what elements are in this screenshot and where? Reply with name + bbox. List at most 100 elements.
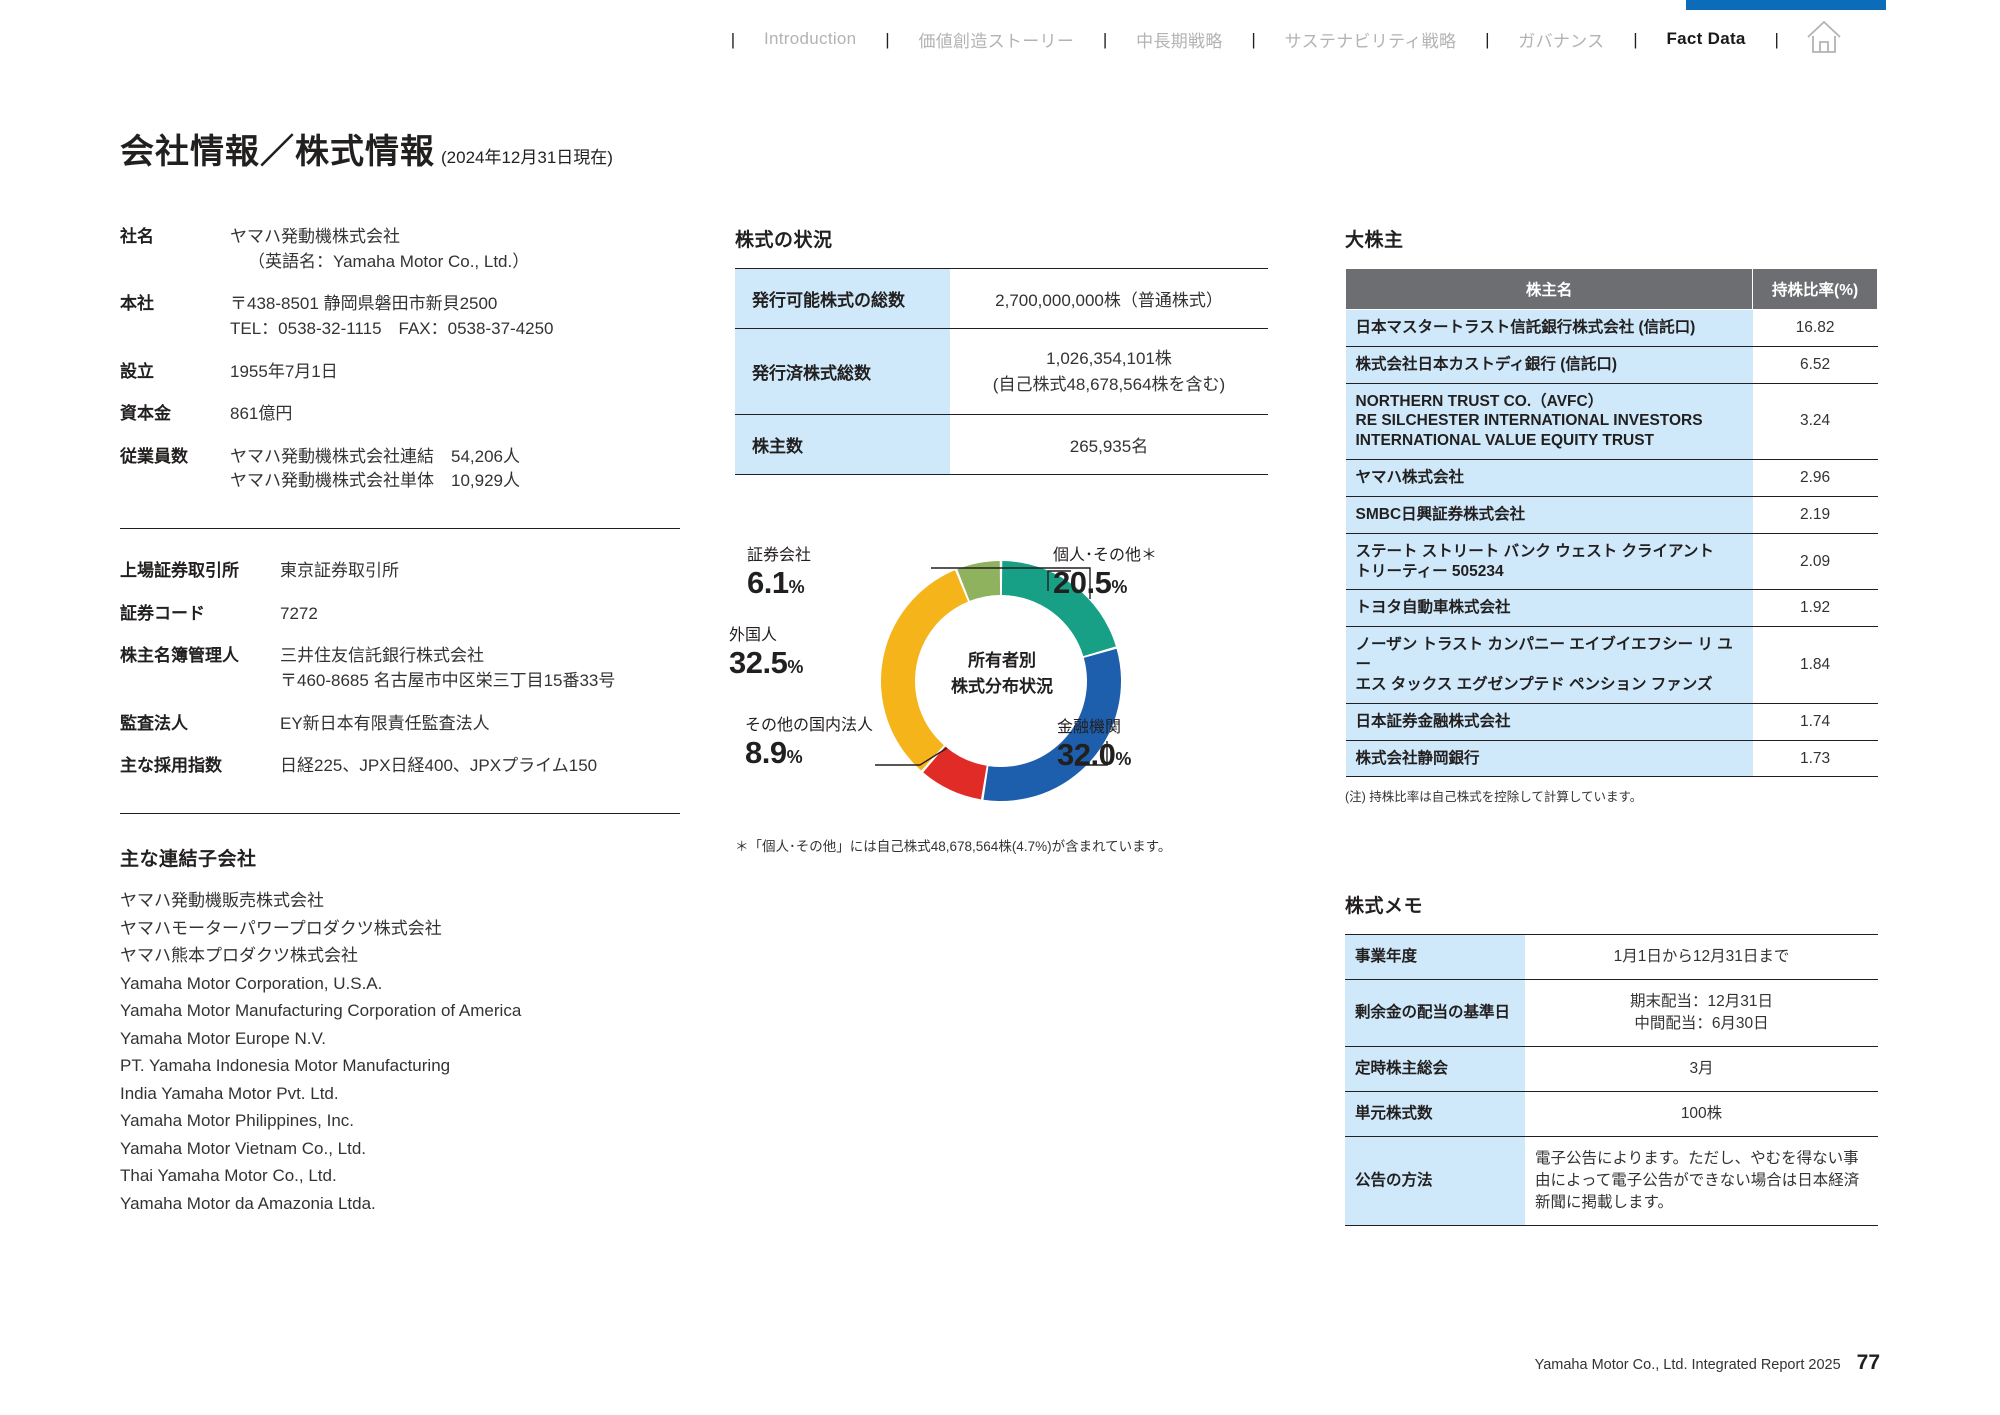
- shareholder-name: SMBC日興証券株式会社: [1345, 495, 1753, 534]
- right-column: 大株主 株主名 持株比率(%) 日本マスタートラスト信託銀行株式会社 (信託口)…: [1344, 225, 1885, 1227]
- nav-link-4[interactable]: サステナビリティ戦略: [1284, 31, 1457, 51]
- table-row: 株式会社静岡銀行 1.73: [1345, 739, 1878, 778]
- list-item: ヤマハ熊本プロダクツ株式会社: [120, 946, 358, 966]
- footer-text: Yamaha Motor Co., Ltd. Integrated Report…: [1534, 1357, 1841, 1373]
- donut-slice-4: [881, 570, 969, 771]
- donut-label-securities-name: 証券会社: [747, 547, 812, 564]
- shareholder-name: 日本証券金融株式会社: [1345, 702, 1753, 741]
- table-row: SMBC日興証券株式会社 2.19: [1345, 495, 1878, 534]
- donut-label-securities: 証券会社 6.1%: [747, 541, 811, 601]
- stock-memo-heading: 株式メモ: [1345, 896, 1424, 918]
- nav-link-6[interactable]: Fact Data: [1666, 29, 1746, 48]
- shareholder-name: ヤマハ株式会社: [1345, 459, 1753, 497]
- major-shareholders-heading: 大株主: [1345, 230, 1404, 251]
- donut-label-other-domestic-value: 8.9%: [745, 735, 803, 770]
- table-row: 日本証券金融株式会社 1.74: [1345, 702, 1878, 741]
- page-number: 77: [1856, 1351, 1880, 1374]
- info-row: 株主名簿管理人 三井住友信託銀行株式会社 〒460-8685 名古屋市中区栄三丁目1…: [120, 644, 680, 693]
- donut-label-individuals: 個人･その他＊ 20.5%: [1053, 541, 1157, 601]
- table-row: 株主数 265,935名: [735, 414, 1268, 475]
- row-label: 株主数: [735, 414, 950, 475]
- table-row: 事業年度 1月1日から12月31日まで: [1345, 934, 1878, 980]
- donut-slice-2: [983, 648, 1121, 801]
- donut-leader-line-1: [931, 567, 1091, 599]
- subsidiaries-heading: 主な連結子会社: [120, 848, 257, 870]
- table-row: 公告の方法 電子公告によります。ただし、やむを得ない事由によって電子公告ができない…: [1345, 1136, 1878, 1227]
- memo-label: 事業年度: [1345, 934, 1525, 980]
- info-value-sub: TEL：0538-32-1115 FAX：0538-37-4250: [230, 318, 554, 338]
- info-row: 本社 〒438-8501 静岡県磐田市新貝2500 TEL：0538-32-1115…: [120, 292, 680, 341]
- donut-slice-5: [957, 561, 1001, 601]
- donut-center-line1: 所有者別: [968, 651, 1036, 670]
- shareholder-ratio: 1.74: [1752, 702, 1878, 741]
- row-label: 発行可能株式の総数: [735, 268, 950, 329]
- memo-value: 電子公告によります。ただし、やむを得ない事由によって電子公告ができない場合は日本…: [1525, 1136, 1878, 1227]
- nav-items: | Introduction | 価値創造ストーリー | 中長期戦略 | サステナビリティ戦略…: [720, 20, 1844, 58]
- info-value: 日経225、JPX日経400、JPXプライム150: [280, 756, 598, 776]
- nav-link-5[interactable]: ガバナンス: [1518, 31, 1605, 51]
- row-value: 2,700,000,000株（普通株式）: [950, 268, 1268, 329]
- nav-separator: |: [1251, 29, 1256, 49]
- shareholder-ratio: 3.24: [1752, 382, 1878, 460]
- info-label: 本社: [120, 294, 154, 314]
- row-value: 265,935名: [950, 414, 1268, 475]
- table-row: 株式会社日本カストディ銀行 (信託口) 6.52: [1345, 345, 1878, 384]
- subsidiaries-list: ヤマハ発動機販売株式会社ヤマハモーターパワープロダクツ株式会社 ヤマハ熊本プロダク…: [120, 887, 680, 1217]
- info-label: 上場証券取引所: [120, 561, 239, 581]
- donut-leader-line-5: [1075, 741, 1108, 766]
- shareholder-ratio: 1.73: [1752, 739, 1878, 778]
- info-row: 監査法人 EY新日本有限責任監査法人: [120, 712, 680, 737]
- shareholder-name: トヨタ自動車株式会社: [1345, 589, 1753, 627]
- info-label: 資本金: [120, 404, 171, 424]
- shareholder-name: ステート ストリート バンク ウェスト クライアント トリーティー 505234: [1345, 532, 1753, 590]
- divider-2: [120, 812, 680, 814]
- table-row: 発行済株式総数 1,026,354,101株 (自己株式48,678,564株を含む…: [735, 328, 1268, 415]
- shareholder-ratio: 2.96: [1752, 459, 1878, 497]
- memo-value: 1月1日から12月31日まで: [1525, 934, 1878, 980]
- info-value: 1955年7月1日: [230, 361, 338, 381]
- info-row: 証券コード 7272: [120, 602, 680, 627]
- table-row: ノーザン トラスト カンパニー エイブイエフシー リ ユー エス タックス エグゼ…: [1345, 626, 1878, 704]
- donut-label-foreign-value: 32.5%: [729, 645, 803, 680]
- info-row: 設立 1955年7月1日: [120, 360, 680, 385]
- nav-separator: |: [1485, 29, 1490, 49]
- middle-column: 株式の状況 発行可能株式の総数 2,700,000,000株（普通株式） 発行済株式…: [729, 225, 1275, 854]
- page-title-text: 会社情報／株式情報: [120, 133, 435, 171]
- ownership-donut-chart: 所有者別 株式分布状況 証券会社 6.1% 外国人 32.5% その他の国内法人…: [729, 541, 1268, 854]
- shareholder-ratio: 1.92: [1752, 589, 1878, 627]
- list-item: Yamaha Motor Manufacturing Corporation o…: [120, 1001, 522, 1021]
- nav-separator: |: [1633, 29, 1638, 49]
- nav-link-3[interactable]: 中長期戦略: [1136, 31, 1223, 51]
- shareholder-name: 株式会社日本カストディ銀行 (信託口): [1345, 345, 1753, 384]
- list-item: ヤマハモーターパワープロダクツ株式会社: [120, 918, 442, 938]
- memo-label: 剰余金の配当の基準日: [1345, 979, 1525, 1047]
- donut-label-securities-value: 6.1%: [747, 565, 805, 600]
- donut-footnote: ＊「個人･その他」には自己株式48,678,564株(4.7%)が含まれています…: [735, 839, 1172, 854]
- col-header-shareholder-name: 株主名: [1344, 268, 1754, 310]
- nav-link-1[interactable]: Introduction: [764, 29, 857, 48]
- info-value-sub: （英語名：Yamaha Motor Co., Ltd.）: [248, 251, 530, 271]
- table-row: ステート ストリート バンク ウェスト クライアント トリーティー 505234 2…: [1345, 532, 1878, 590]
- info-label: 従業員数: [120, 446, 188, 466]
- info-label: 主な採用指数: [120, 756, 222, 776]
- listing-info-list: 上場証券取引所 東京証券取引所 証券コード 7272 株主名簿管理人 三井住友信託銀行株式…: [120, 559, 680, 779]
- donut-label-individuals-name: 個人･その他＊: [1053, 547, 1158, 564]
- info-value: 7272: [280, 603, 318, 623]
- shares-status-heading: 株式の状況: [735, 230, 833, 251]
- memo-label: 定時株主総会: [1345, 1046, 1525, 1092]
- memo-value: 100株: [1525, 1091, 1878, 1137]
- list-item: ヤマハ発動機販売株式会社: [120, 890, 324, 910]
- divider-1: [120, 528, 680, 530]
- active-tab-accent-bar: [1686, 0, 1886, 10]
- memo-label: 公告の方法: [1345, 1136, 1525, 1227]
- nav-separator: |: [730, 29, 736, 49]
- memo-value: 期末配当：12月31日 中間配当：6月30日: [1525, 979, 1878, 1047]
- table-row: ヤマハ株式会社 2.96: [1345, 459, 1878, 497]
- nav-link-2[interactable]: 価値創造ストーリー: [918, 31, 1075, 51]
- stock-memo-table: 事業年度 1月1日から12月31日まで 剰余金の配当の基準日 期末配当：12月31日中…: [1345, 934, 1878, 1227]
- donut-leader-line-4: [1047, 570, 1071, 591]
- donut-label-other-domestic: その他の国内法人 8.9%: [745, 711, 873, 771]
- home-icon[interactable]: [1804, 18, 1844, 61]
- info-row: 主な採用指数 日経225、JPX日経400、JPXプライム150: [120, 754, 680, 779]
- memo-value: 3月: [1525, 1046, 1878, 1092]
